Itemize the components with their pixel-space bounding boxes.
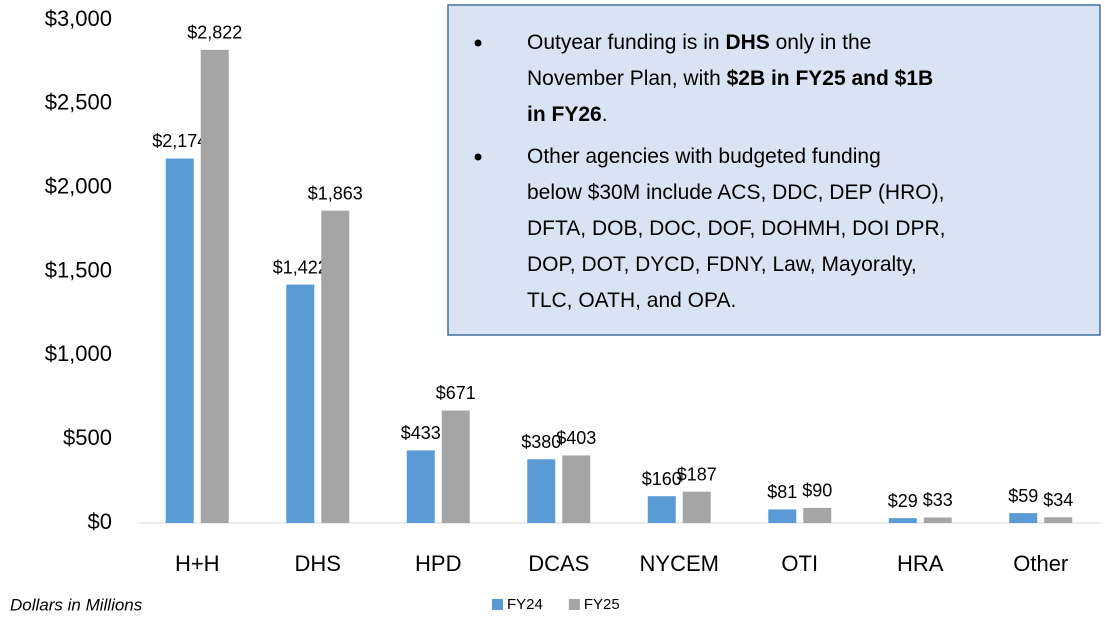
data-label: $187 <box>677 464 717 484</box>
annotation-run: Other agencies with budgeted funding <box>527 145 881 168</box>
annotation-run: DHS <box>725 31 769 54</box>
annotation-line: TLC, OATH, and OPA. <box>527 289 736 312</box>
annotation-line: DFTA, DOB, DOC, DOF, DOHMH, DOI DPR, <box>527 217 945 240</box>
annotation-box <box>447 4 1101 336</box>
annotation-line: in FY26. <box>527 103 608 126</box>
annotation-run: November Plan, with <box>527 67 727 90</box>
annotation-run: in FY26 <box>527 103 602 126</box>
annotation-run: TLC, OATH, and OPA. <box>527 289 736 312</box>
bar <box>562 455 591 523</box>
y-tick-label: $0 <box>88 509 112 534</box>
data-label: $403 <box>556 428 596 448</box>
bar <box>682 491 711 523</box>
data-label: $433 <box>401 423 441 443</box>
x-tick-label: DCAS <box>528 551 589 576</box>
x-tick-label: OTI <box>781 551 818 576</box>
bar <box>923 517 952 523</box>
data-label: $1,863 <box>308 183 363 203</box>
annotation-run: Outyear funding is in <box>527 31 725 54</box>
annotation-run: only in the <box>770 31 872 54</box>
x-tick-label: DHS <box>295 551 341 576</box>
bar <box>1044 517 1073 523</box>
data-label: $380 <box>521 432 561 452</box>
bar <box>647 496 676 523</box>
data-label: $81 <box>767 482 797 502</box>
bullet <box>474 153 482 161</box>
annotation-run: $2B in FY25 and $1B <box>727 67 934 90</box>
annotation-run: DFTA, DOB, DOC, DOF, DOHMH, DOI DPR, <box>527 217 945 240</box>
bar <box>803 507 832 523</box>
data-label: $34 <box>1043 490 1073 510</box>
bar <box>768 509 797 523</box>
y-tick-label: $1,000 <box>45 341 112 366</box>
x-tick-label: NYCEM <box>640 551 719 576</box>
data-label: $2,822 <box>187 23 242 43</box>
bar <box>441 410 470 523</box>
legend-label: FY24 <box>507 596 543 613</box>
annotation-line: Outyear funding is in DHS only in the <box>527 31 871 54</box>
bar <box>286 284 315 523</box>
y-tick-label: $2,500 <box>45 90 112 115</box>
annotation-run: DOP, DOT, DYCD, FDNY, Law, Mayoralty, <box>527 253 917 276</box>
annotation-run: below $30M include ACS, DDC, DEP (HRO), <box>527 181 944 204</box>
data-label: $59 <box>1008 486 1038 506</box>
bar <box>888 518 917 523</box>
annotation-line: Other agencies with budgeted funding <box>527 145 881 168</box>
bar <box>1009 513 1038 523</box>
annotation-line: November Plan, with $2B in FY25 and $1B <box>527 67 933 90</box>
x-tick-label: H+H <box>175 551 220 576</box>
data-label: $671 <box>436 383 476 403</box>
data-label: $90 <box>802 481 832 501</box>
x-tick-label: Other <box>1013 551 1068 576</box>
y-tick-label: $2,000 <box>45 173 112 198</box>
y-tick-label: $3,000 <box>45 6 112 31</box>
x-tick-label: HRA <box>897 551 944 576</box>
legend-swatch <box>568 599 580 610</box>
data-label: $29 <box>888 491 918 511</box>
data-label: $160 <box>642 469 682 489</box>
data-label: $2,174 <box>152 131 207 151</box>
y-tick-label: $500 <box>63 425 112 450</box>
annotation-run: . <box>602 103 608 126</box>
y-tick-label: $1,500 <box>45 257 112 282</box>
note: Dollars in Millions <box>10 595 143 614</box>
x-tick-label: HPD <box>415 551 461 576</box>
bullet <box>474 39 482 47</box>
bar <box>406 450 435 523</box>
annotation-line: DOP, DOT, DYCD, FDNY, Law, Mayoralty, <box>527 253 917 276</box>
bar <box>200 49 229 523</box>
legend-swatch <box>492 599 503 610</box>
bar <box>165 158 194 523</box>
bar <box>527 459 556 523</box>
bar <box>321 210 350 523</box>
data-label: $33 <box>923 490 953 510</box>
data-label: $1,422 <box>273 257 328 277</box>
legend-label: FY25 <box>584 596 620 613</box>
annotation-line: below $30M include ACS, DDC, DEP (HRO), <box>527 181 944 204</box>
